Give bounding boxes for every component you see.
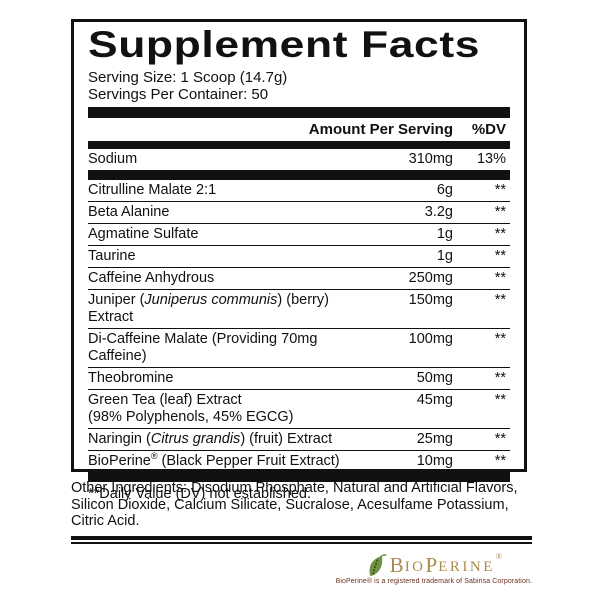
ingredient-amount: 25mg <box>416 431 453 448</box>
ingredient-amount: 50mg <box>416 370 453 387</box>
nutrient-name: Sodium <box>88 151 138 168</box>
ingredient-dv: ** <box>494 392 506 409</box>
ingredient-amount: 45mg <box>416 392 453 409</box>
ingredient-amount: 250mg <box>408 270 453 287</box>
nutrient-dv: 13% <box>476 151 506 168</box>
wordmark-letters: IO <box>404 559 426 575</box>
table-row: BioPerine® (Black Pepper Fruit Extract) … <box>88 450 510 472</box>
wordmark-letter: P <box>425 552 439 577</box>
table-row: Caffeine Anhydrous 250mg ** <box>88 267 510 289</box>
ingredient-dv: ** <box>494 370 506 387</box>
divider-above-footnote <box>88 472 510 483</box>
column-header-row: Amount Per Serving %DV <box>88 118 510 141</box>
ingredient-dv: ** <box>494 248 506 265</box>
ingredient-amount: 1g <box>436 248 453 265</box>
ingredient-amount: 150mg <box>408 292 453 309</box>
ingredient-amount: 100mg <box>408 331 453 348</box>
ingredient-amount: 3.2g <box>424 204 453 221</box>
ingredient-name: Di-Caffeine Malate (Providing 70mg Caffe… <box>88 331 318 365</box>
below-panel-section: Other Ingredients: Disodium Phosphate, N… <box>71 480 532 585</box>
daily-value-footnote: **Daily Value (DV) not established. <box>88 486 311 503</box>
servings-per-container-line: Servings Per Container: 50 <box>88 86 269 104</box>
ingredient-amount: 1g <box>436 226 453 243</box>
ingredient-name: Green Tea (leaf) Extract (98% Polyphenols… <box>88 392 294 426</box>
ingredient-amount: 6g <box>436 182 453 199</box>
registered-mark: ® <box>495 551 502 561</box>
table-row: Agmatine Sulfate 1g ** <box>88 223 510 245</box>
table-row: Di-Caffeine Malate (Providing 70mg Caffe… <box>88 328 510 367</box>
other-ingredients-text: Other Ingredients: Disodium Phosphate, N… <box>71 480 518 529</box>
wordmark-letter: B <box>389 552 405 577</box>
ingredient-name: Caffeine Anhydrous <box>88 270 215 287</box>
table-row: Citrulline Malate 2:1 6g ** <box>88 180 510 201</box>
ingredient-name: Juniper (Juniperus communis) (berry) Ext… <box>88 292 329 326</box>
ingredient-dv: ** <box>494 204 506 221</box>
table-row: Theobromine 50mg ** <box>88 367 510 389</box>
table-row: Green Tea (leaf) Extract (98% Polyphenols… <box>88 389 510 428</box>
table-row: Naringin (Citrus grandis) (fruit) Extrac… <box>88 428 510 450</box>
ingredient-name: Naringin (Citrus grandis) (fruit) Extrac… <box>88 431 333 448</box>
wordmark-letters: ERINE <box>438 559 495 575</box>
ingredient-name: Beta Alanine <box>88 204 170 221</box>
divider-under-sodium <box>88 170 510 181</box>
double-rule-divider <box>71 535 532 544</box>
divider-under-header <box>88 141 510 150</box>
supplement-facts-panel: Supplement Facts Serving Size: 1 Scoop (… <box>71 19 527 502</box>
ingredient-dv: ** <box>494 292 506 309</box>
ingredient-table: Citrulline Malate 2:1 6g ** Beta Alanine… <box>88 180 510 472</box>
ingredient-name: Agmatine Sulfate <box>88 226 199 243</box>
ingredient-amount: 10mg <box>416 453 453 470</box>
bioperine-leaf-icon <box>369 553 387 576</box>
bioperine-trademark-line: BioPerine® is a registered trademark of … <box>335 577 532 585</box>
ingredient-name: Citrulline Malate 2:1 <box>88 182 217 199</box>
serving-size-line: Serving Size: 1 Scoop (14.7g) <box>88 69 288 87</box>
percent-dv-header: %DV <box>471 121 506 139</box>
panel-title: Supplement Facts <box>88 24 481 65</box>
ingredient-name: Taurine <box>88 248 136 265</box>
ingredient-dv: ** <box>494 270 506 287</box>
ingredient-name: Theobromine <box>88 370 174 387</box>
bioperine-logo-area: B IO P ERINE ® BioPerine® is a registered tr… <box>71 551 532 585</box>
sodium-row: Sodium 310mg 13% <box>88 149 510 170</box>
amount-per-serving-header: Amount Per Serving <box>308 121 453 139</box>
divider-thick-top <box>88 107 510 119</box>
nutrient-amount: 310mg <box>408 151 453 168</box>
bioperine-wordmark: B IO P ERINE ® <box>366 551 502 577</box>
table-row: Taurine 1g ** <box>88 245 510 267</box>
ingredient-dv: ** <box>494 431 506 448</box>
table-row: Juniper (Juniperus communis) (berry) Ext… <box>88 289 510 328</box>
ingredient-dv: ** <box>494 226 506 243</box>
ingredient-dv: ** <box>494 453 506 470</box>
ingredient-dv: ** <box>494 182 506 199</box>
ingredient-name: BioPerine® (Black Pepper Fruit Extract) <box>88 451 340 470</box>
table-row: Beta Alanine 3.2g ** <box>88 201 510 223</box>
ingredient-dv: ** <box>494 331 506 348</box>
bioperine-logo: B IO P ERINE ® BioPerine® is a registered tr… <box>335 551 532 585</box>
